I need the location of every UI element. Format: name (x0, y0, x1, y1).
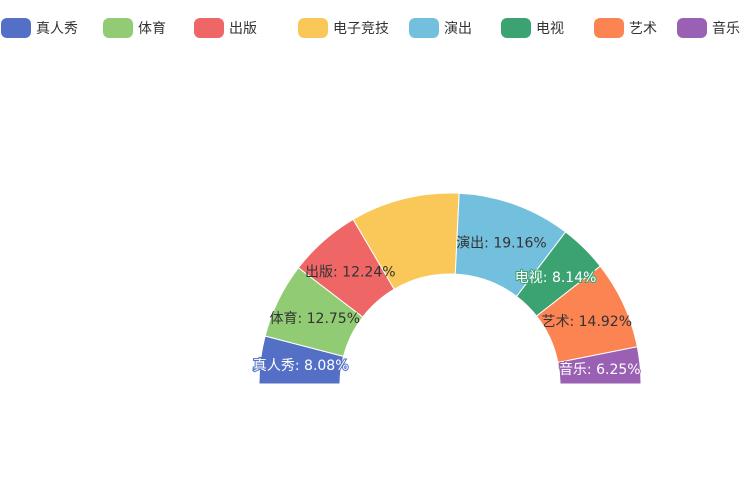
slice-label: 真人秀: 8.08% (253, 358, 349, 374)
legend-item[interactable]: 电子竞技 (298, 18, 389, 38)
legend-item[interactable]: 真人秀 (1, 18, 78, 38)
slice[interactable] (557, 346, 642, 385)
legend-item[interactable]: 音乐 (677, 18, 740, 38)
legend-label: 出版 (229, 21, 257, 37)
legend-swatch (677, 18, 707, 38)
slice-label: 演出: 19.16% (456, 236, 547, 252)
slice-label: 出版: 12.24% (305, 264, 396, 280)
legend-label: 体育 (138, 21, 166, 37)
legend-swatch (501, 18, 531, 38)
legend-swatch (194, 18, 224, 38)
slices (258, 192, 642, 385)
legend-swatch (594, 18, 624, 38)
legend-swatch (298, 18, 328, 38)
legend-label: 艺术 (629, 21, 657, 37)
data-labels: 真人秀: 8.08% 体育: 12.75% 出版: 12.24% 演出: 19.16%… (252, 236, 642, 380)
slice-label: 音乐: 6.25% (559, 361, 641, 378)
legend-swatch (103, 18, 133, 38)
slice-label: 电视: 8.14% (515, 270, 597, 286)
legend-label: 电视 (536, 21, 564, 37)
legend-label: 真人秀 (36, 21, 78, 37)
legend-item[interactable]: 演出 (409, 18, 472, 38)
legend-swatch (1, 18, 31, 38)
legend: 真人秀 体育 出版 电子竞技 演出 电视 艺术 音乐 (1, 18, 740, 38)
legend-label: 音乐 (712, 20, 740, 37)
legend-label: 电子竞技 (333, 20, 389, 37)
legend-item[interactable]: 体育 (103, 18, 166, 38)
slice-label: 艺术: 14.92% (541, 314, 632, 330)
legend-item[interactable]: 电视 (501, 18, 564, 38)
slice-label: 体育: 12.75% (269, 311, 360, 327)
legend-label: 演出 (444, 21, 472, 37)
legend-item[interactable]: 艺术 (594, 18, 657, 38)
legend-swatch (409, 18, 439, 38)
legend-item[interactable]: 出版 (194, 18, 257, 38)
